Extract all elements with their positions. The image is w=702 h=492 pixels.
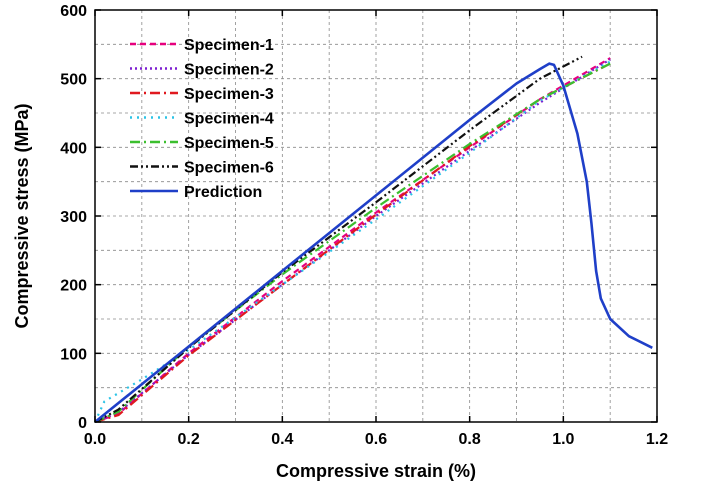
x-tick-label: 0.8 xyxy=(459,431,481,448)
legend: Specimen-1 Specimen-2 Specimen-3 Specimen-4… xyxy=(130,37,274,201)
legend-label: Prediction xyxy=(184,184,262,201)
y-tick-label: 600 xyxy=(60,3,87,20)
y-tick-label: 100 xyxy=(60,346,87,363)
x-tick-label: 0.6 xyxy=(365,431,387,448)
x-axis-title: Compressive strain (%) xyxy=(276,461,476,481)
y-tick-label: 400 xyxy=(60,140,87,157)
legend-label: Specimen-5 xyxy=(184,135,274,152)
series-line-specimen-2 xyxy=(94,58,611,424)
series-line-specimen-6 xyxy=(94,55,583,423)
x-tick-label: 0.4 xyxy=(271,431,293,448)
legend-label: Specimen-3 xyxy=(184,86,274,103)
y-tick-label: 200 xyxy=(60,278,87,295)
legend-label: Specimen-4 xyxy=(184,111,274,128)
grid xyxy=(95,10,657,422)
y-tick-label: 0 xyxy=(78,415,87,432)
x-tick-label: 0.0 xyxy=(84,431,106,448)
series-line-prediction xyxy=(94,62,653,424)
legend-label: Specimen-2 xyxy=(184,62,274,79)
x-tick-label: 1.2 xyxy=(646,431,668,448)
y-axis-title: Compressive stress (MPa) xyxy=(12,103,32,328)
legend-label: Specimen-1 xyxy=(184,37,274,54)
x-tick-label: 0.2 xyxy=(178,431,200,448)
series-line-specimen-5 xyxy=(94,62,611,424)
series-lines xyxy=(93,55,653,424)
axis-ticks: 0.0 0.2 0.4 0.6 0.8 1.0 1.2 0 100 200 300 400 500 600 xyxy=(60,3,668,448)
x-tick-label: 1.0 xyxy=(552,431,574,448)
y-tick-label: 300 xyxy=(60,209,87,226)
legend-label: Specimen-6 xyxy=(184,160,274,177)
y-tick-label: 500 xyxy=(60,72,87,89)
